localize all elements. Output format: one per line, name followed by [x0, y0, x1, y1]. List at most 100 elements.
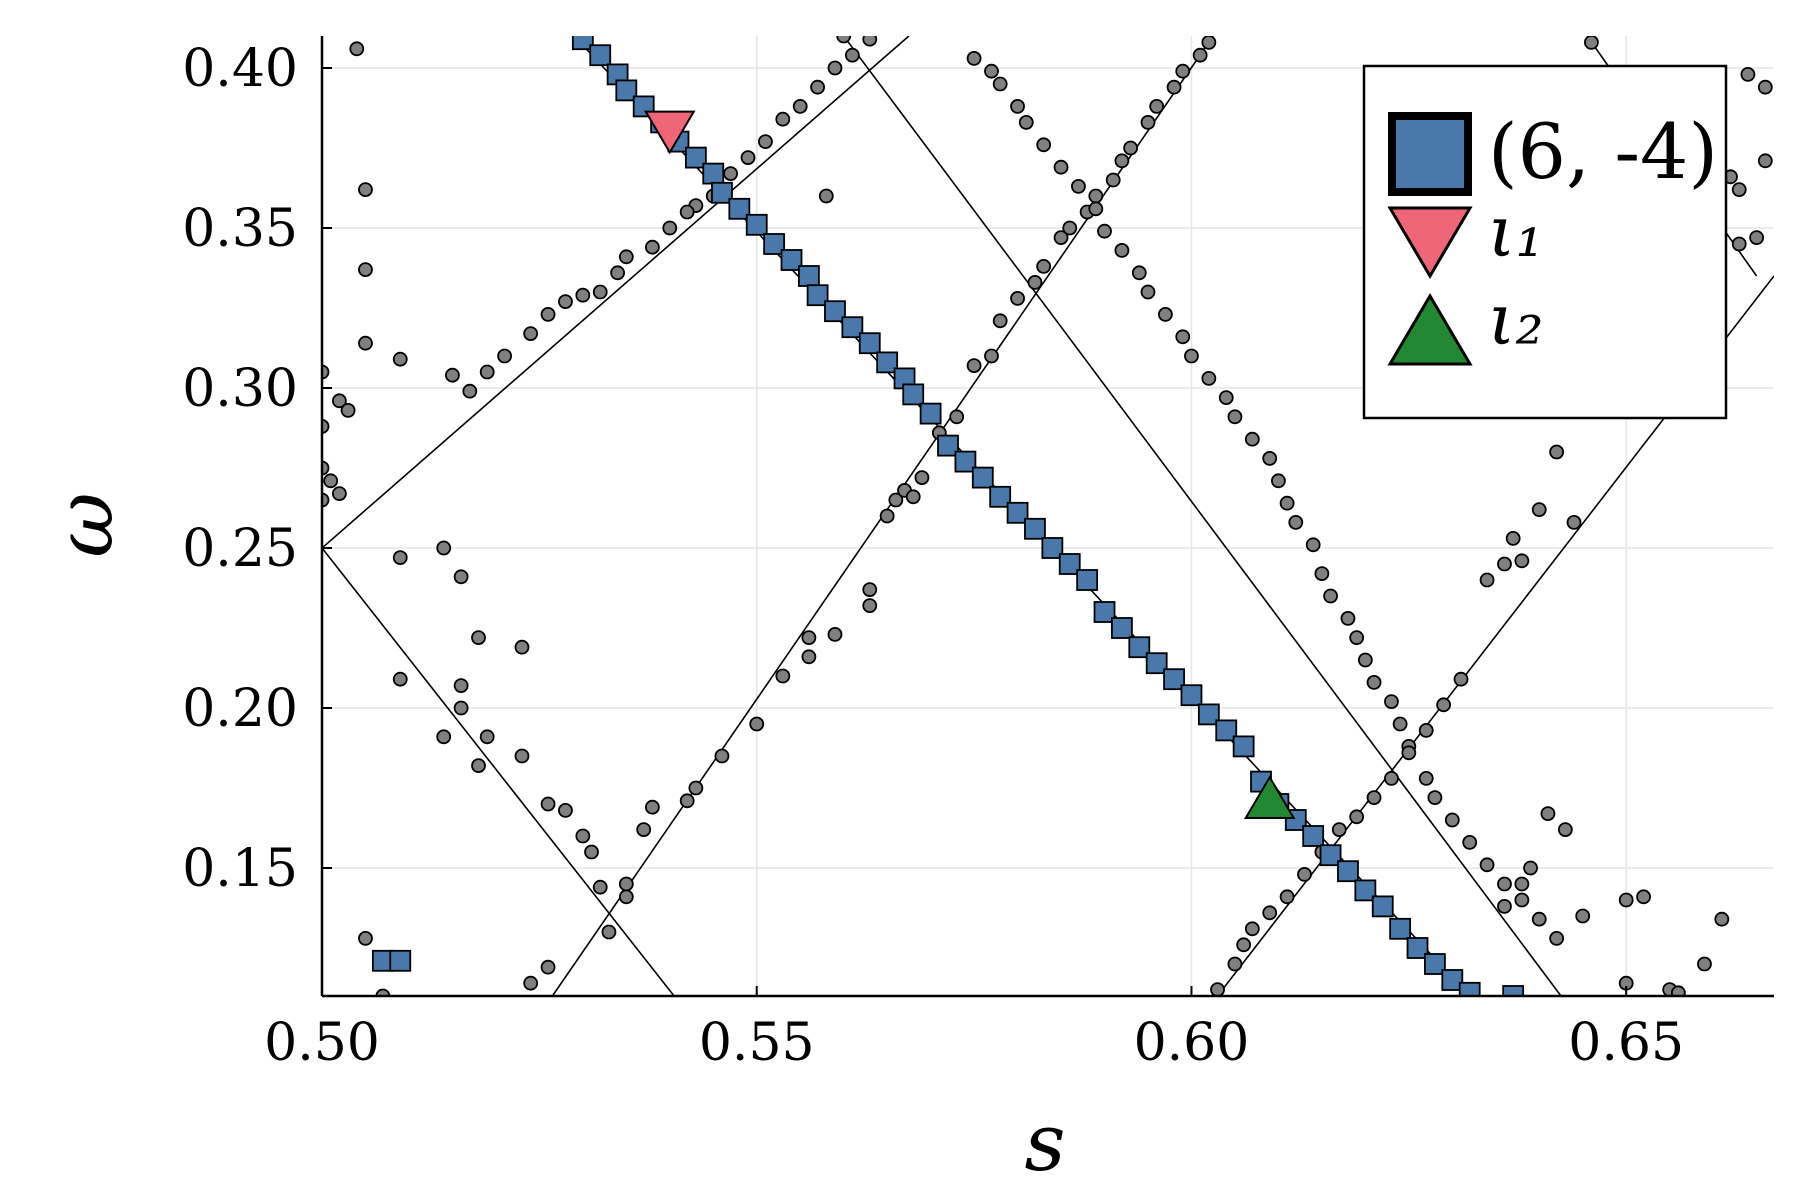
background-point	[1497, 876, 1512, 892]
y-tick-label: 0.15	[182, 839, 298, 899]
background-point	[358, 262, 373, 278]
background-point	[1566, 515, 1582, 530]
background-point	[323, 473, 339, 489]
background-point	[679, 204, 695, 220]
background-point	[462, 383, 478, 399]
background-point	[1757, 79, 1773, 95]
background-point	[558, 803, 573, 818]
background-point	[471, 758, 486, 773]
background-point	[1297, 867, 1312, 882]
background-point	[1497, 899, 1512, 914]
background-point	[1514, 892, 1530, 908]
background-point	[775, 111, 791, 127]
background-point	[644, 799, 660, 815]
square-point	[1354, 879, 1377, 902]
background-point	[1479, 572, 1495, 588]
background-point	[1384, 771, 1399, 786]
model-line-0	[322, 36, 910, 549]
square-point	[1163, 668, 1185, 691]
square-point	[1232, 735, 1255, 758]
background-point	[1462, 835, 1478, 850]
background-point	[523, 975, 539, 991]
legend-label: ι₁	[1488, 191, 1544, 273]
background-point	[392, 351, 408, 367]
square-point	[389, 949, 412, 972]
square-point	[876, 351, 899, 374]
square-point	[1319, 844, 1342, 867]
background-point	[1731, 236, 1747, 252]
square-point	[841, 316, 864, 339]
square-point	[1197, 703, 1220, 726]
square-point	[1111, 617, 1133, 639]
axes	[320, 36, 1774, 998]
background-point	[1184, 348, 1199, 364]
background-point	[1218, 390, 1234, 406]
background-point	[992, 313, 1008, 329]
background-point	[1244, 431, 1260, 447]
background-point	[592, 879, 608, 895]
background-point	[1010, 290, 1025, 306]
background-point	[1201, 370, 1217, 386]
background-point	[1140, 115, 1156, 130]
square-point	[824, 300, 846, 323]
square-point	[763, 233, 786, 255]
square-point	[589, 44, 612, 67]
background-point	[1210, 982, 1225, 996]
background-point	[479, 729, 495, 745]
background-point	[1010, 99, 1025, 114]
background-point	[1097, 223, 1112, 239]
background-point	[1757, 153, 1773, 169]
background-point	[497, 348, 512, 364]
x-axis-label: s	[1024, 1096, 1065, 1189]
legend-iota2-marker	[1387, 293, 1473, 366]
square-point	[1406, 937, 1429, 959]
background-point	[984, 63, 999, 79]
background-point	[575, 287, 591, 303]
background-point	[1262, 905, 1278, 921]
background-point	[775, 668, 791, 684]
y-tick-label: 0.30	[182, 359, 298, 419]
background-point	[801, 630, 817, 645]
background-point	[1305, 537, 1321, 553]
background-point	[1349, 809, 1365, 825]
background-point	[601, 924, 617, 940]
background-point	[1314, 566, 1330, 581]
square-point	[1371, 895, 1394, 918]
background-point	[1479, 857, 1495, 873]
background-point	[758, 134, 773, 150]
background-point	[1123, 140, 1138, 156]
square-point	[1389, 917, 1412, 940]
y-tick-label: 0.25	[182, 519, 298, 579]
background-point	[827, 627, 843, 642]
background-point	[1262, 450, 1278, 466]
background-point	[1740, 67, 1756, 82]
x-tick-label: 0.65	[1568, 1013, 1684, 1073]
background-point	[453, 569, 469, 585]
background-point	[1366, 790, 1382, 805]
background-point	[331, 393, 347, 409]
square-point	[728, 197, 751, 220]
background-point	[1557, 822, 1573, 837]
background-point	[1714, 911, 1730, 927]
background-point	[1384, 694, 1399, 709]
square-point	[1458, 981, 1481, 996]
background-point	[688, 780, 704, 796]
background-point	[818, 188, 834, 204]
square-point	[1180, 684, 1203, 707]
background-point	[322, 364, 330, 380]
background-point	[1392, 716, 1408, 732]
background-point	[1071, 178, 1086, 194]
square-point	[615, 79, 638, 102]
square-point	[1215, 719, 1238, 742]
background-point	[514, 748, 530, 764]
background-point	[1549, 444, 1565, 460]
background-point	[949, 409, 965, 425]
background-point	[801, 649, 817, 665]
background-point	[1053, 159, 1069, 175]
square-point	[1076, 569, 1099, 591]
background-point	[331, 486, 347, 502]
background-point	[749, 716, 765, 732]
background-point	[836, 36, 852, 44]
background-point	[1418, 723, 1434, 738]
square-point	[702, 162, 725, 185]
